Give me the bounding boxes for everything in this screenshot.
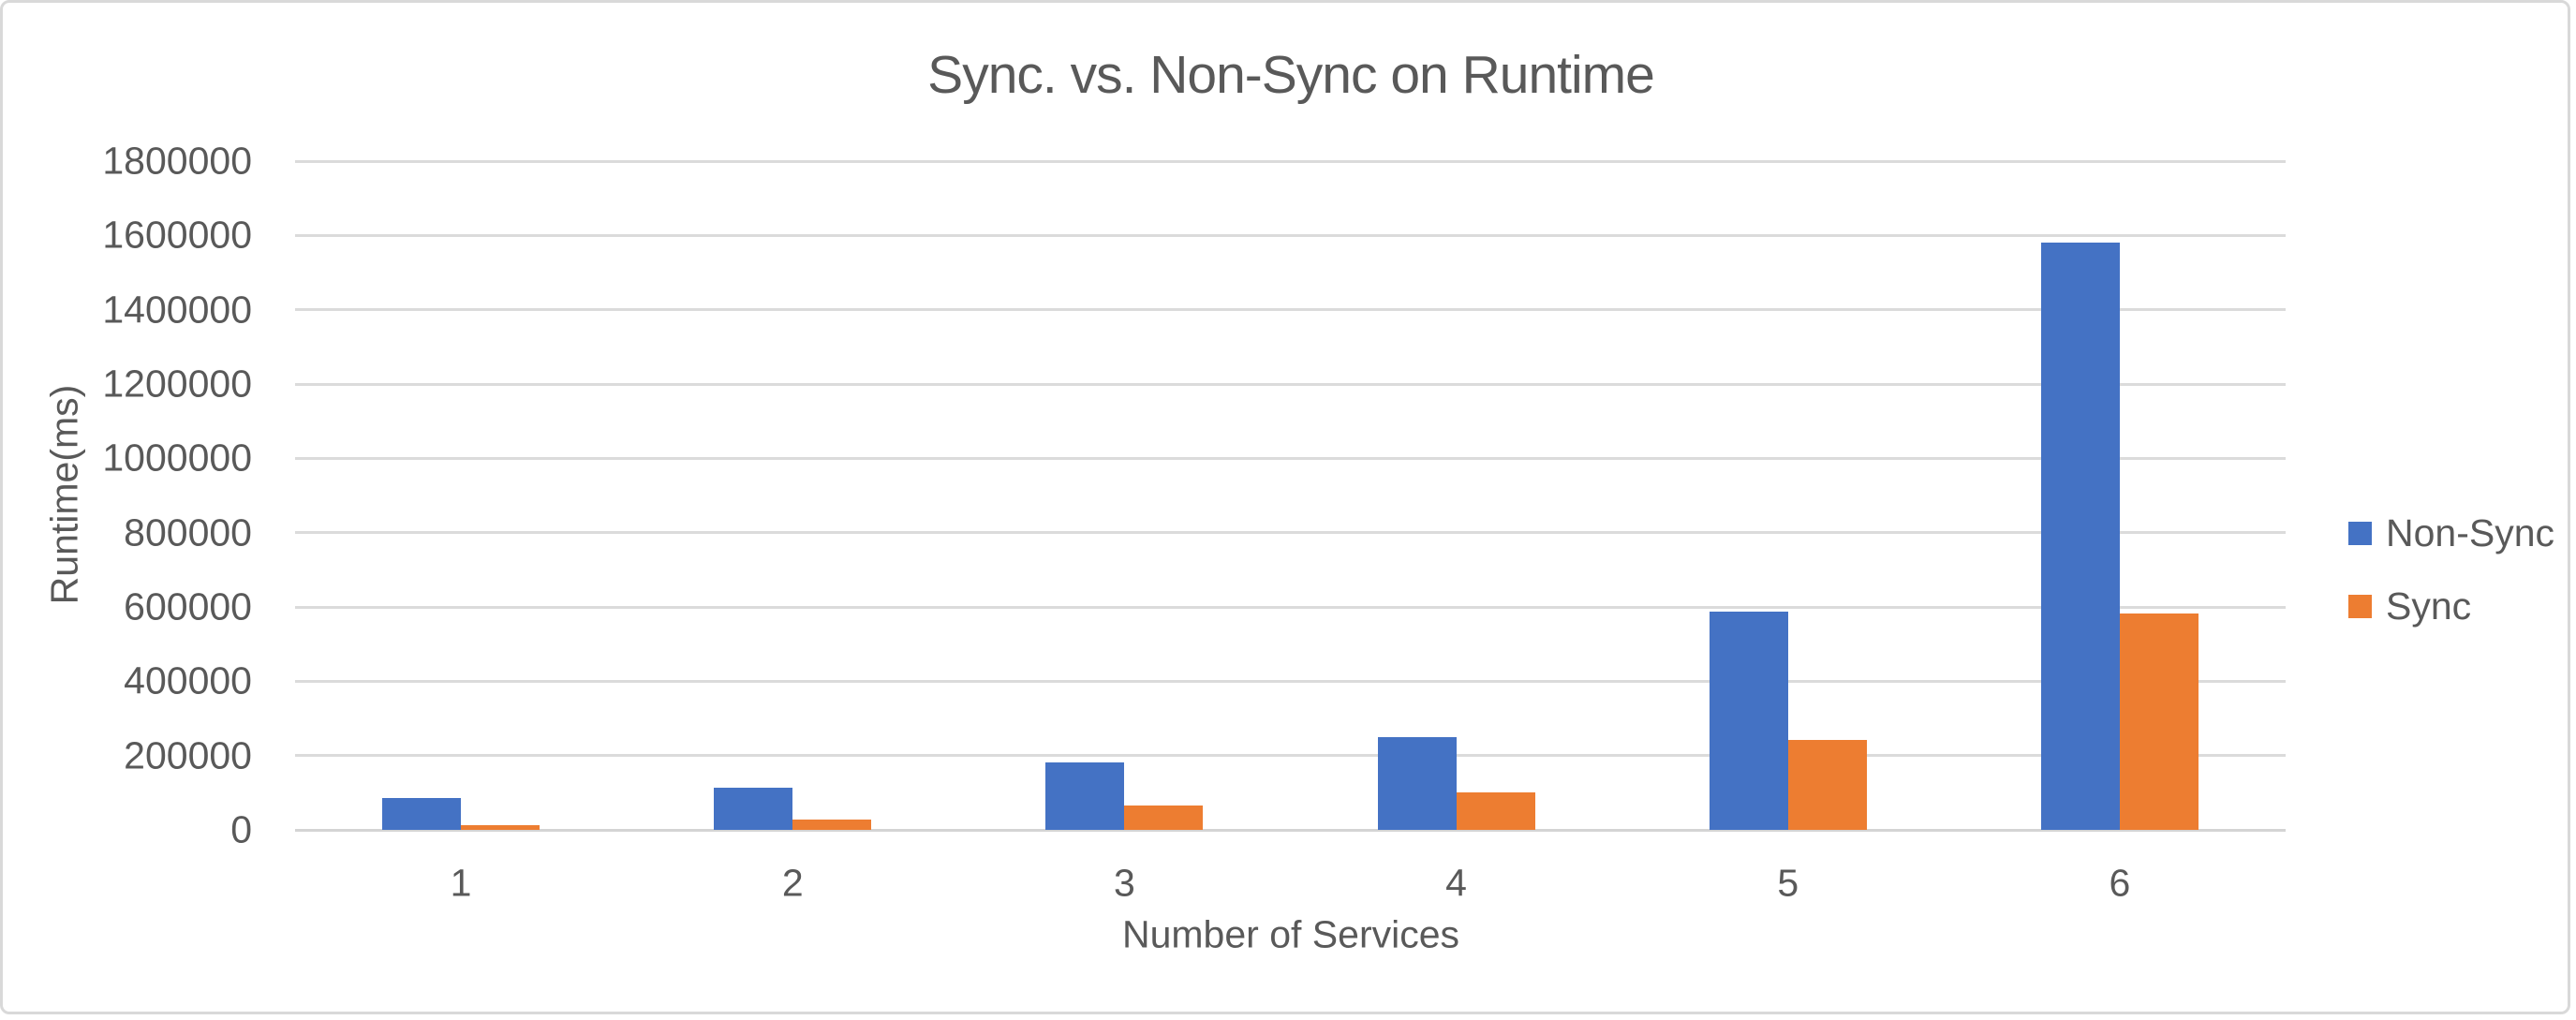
- x-tick-label: 2: [781, 861, 804, 905]
- gridline: [295, 233, 2286, 237]
- y-tick-label: 800000: [124, 510, 252, 554]
- bar-group-4: [1291, 161, 1622, 830]
- legend: Non-Sync Sync: [2348, 511, 2554, 628]
- bar-sync-4: [1456, 792, 1535, 830]
- gridline: [295, 754, 2286, 758]
- bar-sync-1: [461, 824, 540, 830]
- legend-swatch-sync: [2348, 594, 2372, 618]
- bar-sync-5: [1787, 739, 1867, 830]
- bar-group-3: [958, 161, 1290, 830]
- plot-area: [295, 159, 2286, 832]
- x-axis-title: Number of Services: [1121, 912, 1460, 956]
- legend-item-sync: Sync: [2348, 584, 2554, 628]
- chart-title: Sync. vs. Non-Sync on Runtime: [927, 45, 1655, 105]
- bar-non-sync-4: [1377, 736, 1457, 830]
- y-tick-label: 600000: [124, 584, 252, 628]
- y-tick-label: 400000: [124, 658, 252, 702]
- bar-group-1: [295, 161, 627, 830]
- gridline: [295, 605, 2286, 609]
- bar-groups: [295, 161, 2286, 830]
- y-tick-label: 1400000: [102, 288, 252, 332]
- gridline: [295, 531, 2286, 535]
- legend-item-non-sync: Non-Sync: [2348, 511, 2554, 554]
- legend-label-sync: Sync: [2386, 584, 2472, 628]
- x-axis-line: [295, 829, 2286, 832]
- bar-group-6: [1954, 161, 2286, 830]
- bar-non-sync-3: [1045, 762, 1125, 830]
- bar-non-sync-6: [2040, 243, 2120, 830]
- bar-non-sync-1: [382, 798, 462, 830]
- bar-group-2: [627, 161, 958, 830]
- bar-non-sync-2: [714, 788, 793, 830]
- y-tick-label: 0: [230, 807, 252, 851]
- gridline: [295, 159, 2286, 163]
- x-tick-label: 5: [1777, 861, 1799, 905]
- x-tick-label: 1: [450, 861, 472, 905]
- y-tick-label: 1200000: [102, 362, 252, 406]
- bar-sync-2: [792, 819, 872, 830]
- y-axis-title: Runtime(ms): [42, 384, 86, 605]
- bar-group-5: [1622, 161, 1954, 830]
- y-tick-label: 200000: [124, 733, 252, 777]
- y-tick-label: 1600000: [102, 213, 252, 257]
- gridline: [295, 679, 2286, 683]
- bar-sync-6: [2119, 613, 2198, 830]
- legend-swatch-non-sync: [2348, 521, 2372, 545]
- gridline: [295, 308, 2286, 312]
- gridline: [295, 382, 2286, 386]
- gridline: [295, 456, 2286, 460]
- bar-non-sync-5: [1709, 612, 1788, 830]
- x-tick-label: 6: [2109, 861, 2131, 905]
- x-tick-label: 4: [1445, 861, 1467, 905]
- y-tick-label: 1000000: [102, 436, 252, 480]
- legend-label-non-sync: Non-Sync: [2386, 510, 2555, 554]
- x-tick-label: 3: [1114, 861, 1135, 905]
- y-tick-label: 1800000: [102, 139, 252, 183]
- bar-sync-3: [1124, 806, 1204, 830]
